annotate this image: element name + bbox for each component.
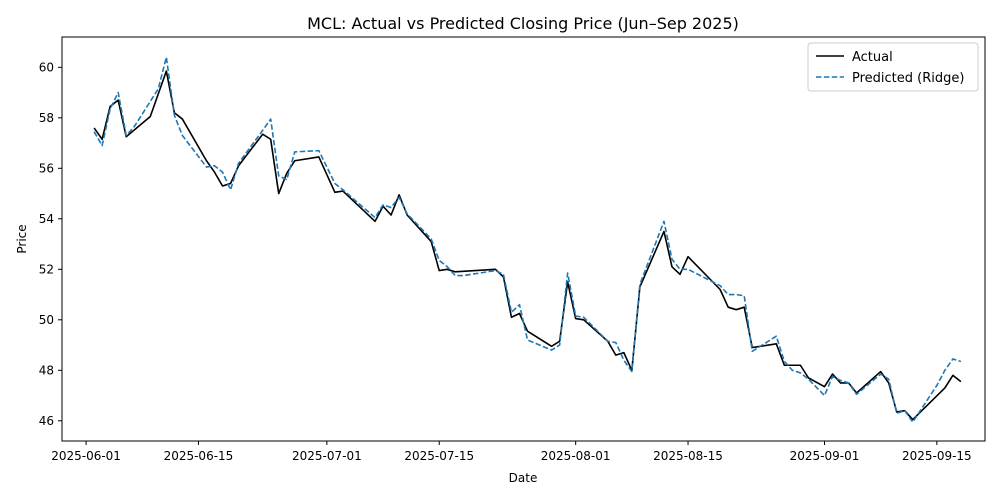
x-tick-label: 2025-09-01 bbox=[790, 449, 860, 463]
y-tick-label: 48 bbox=[39, 363, 54, 377]
y-tick-label: 60 bbox=[39, 60, 54, 74]
plot-frame bbox=[61, 36, 986, 442]
y-axis-label: Price bbox=[15, 224, 29, 253]
y-tick-label: 54 bbox=[39, 212, 54, 226]
x-tick-label: 2025-08-01 bbox=[541, 449, 611, 463]
legend-box bbox=[807, 42, 979, 92]
x-tick-label: 2025-08-15 bbox=[653, 449, 723, 463]
series-lines bbox=[93, 56, 962, 423]
y-tick-label: 56 bbox=[39, 161, 54, 175]
y-tick-label: 52 bbox=[39, 262, 54, 276]
legend-label-actual: Actual bbox=[852, 50, 893, 65]
x-axis-label: Date bbox=[509, 471, 538, 485]
y-tick-label: 46 bbox=[39, 414, 54, 428]
x-tick-label: 2025-06-01 bbox=[51, 449, 121, 463]
legend: Actual Predicted (Ridge) bbox=[807, 42, 979, 92]
x-tick-label: 2025-06-15 bbox=[164, 449, 234, 463]
y-tick-label: 50 bbox=[39, 313, 54, 327]
legend-label-predicted: Predicted (Ridge) bbox=[852, 71, 964, 86]
x-tick-label: 2025-07-01 bbox=[292, 449, 362, 463]
x-tick-label: 2025-09-15 bbox=[902, 449, 972, 463]
series-line-predicted bbox=[93, 56, 962, 423]
series-line-actual bbox=[93, 70, 962, 421]
y-tick-label: 58 bbox=[39, 111, 54, 125]
chart-title: MCL: Actual vs Predicted Closing Price (… bbox=[307, 14, 739, 33]
x-tick-label: 2025-07-15 bbox=[404, 449, 474, 463]
axes: 2025-06-01 2025-06-15 2025-07-01 2025-07-15… bbox=[39, 60, 972, 463]
